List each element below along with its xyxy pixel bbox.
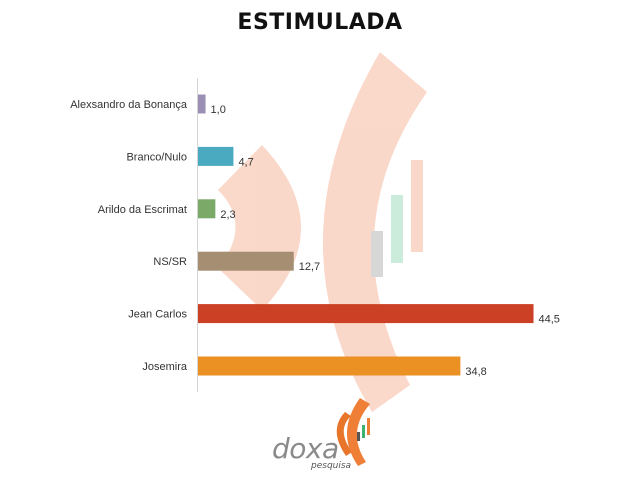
category-labels: Alexsandro da Bonança Branco/Nulo Arildo d… xyxy=(70,99,188,373)
data-label: 4,7 xyxy=(238,156,253,168)
data-label: 2,3 xyxy=(220,209,235,221)
data-label: 44,5 xyxy=(539,314,560,326)
category-label: Jean Carlos xyxy=(128,309,187,321)
bars xyxy=(198,94,534,376)
logo-arc-right xyxy=(346,398,370,466)
category-label: Alexsandro da Bonança xyxy=(70,99,188,111)
watermark-bar-gray xyxy=(371,231,383,277)
data-label: 12,7 xyxy=(299,261,320,273)
category-label: NS/SR xyxy=(153,256,187,268)
value-labels: 1,0 4,7 2,3 12,7 44,5 34,8 xyxy=(211,104,560,378)
logo-bar-3 xyxy=(367,418,370,435)
data-label: 1,0 xyxy=(211,104,226,116)
watermark-bar-peach xyxy=(411,160,423,252)
bar xyxy=(198,94,206,114)
chart-title: ESTIMULADA xyxy=(237,10,403,35)
logo-tagline: pesquisa xyxy=(311,461,352,471)
doxa-logo-mark xyxy=(336,398,370,466)
bar xyxy=(198,304,534,324)
logo-arc-left xyxy=(336,412,352,456)
data-label: 34,8 xyxy=(465,366,486,378)
bar xyxy=(198,199,216,219)
bar xyxy=(198,146,234,166)
category-label: Josemira xyxy=(142,361,188,373)
watermark-bar-green xyxy=(391,195,403,263)
category-label: Branco/Nulo xyxy=(126,151,187,163)
watermark-small-arc xyxy=(218,145,301,310)
bar xyxy=(198,251,294,271)
logo-bar-2 xyxy=(362,425,365,438)
bar xyxy=(198,356,461,376)
category-label: Arildo da Escrimat xyxy=(98,204,187,216)
logo-wordmark: doxa xyxy=(272,432,339,465)
logo-bar-1 xyxy=(357,432,360,441)
